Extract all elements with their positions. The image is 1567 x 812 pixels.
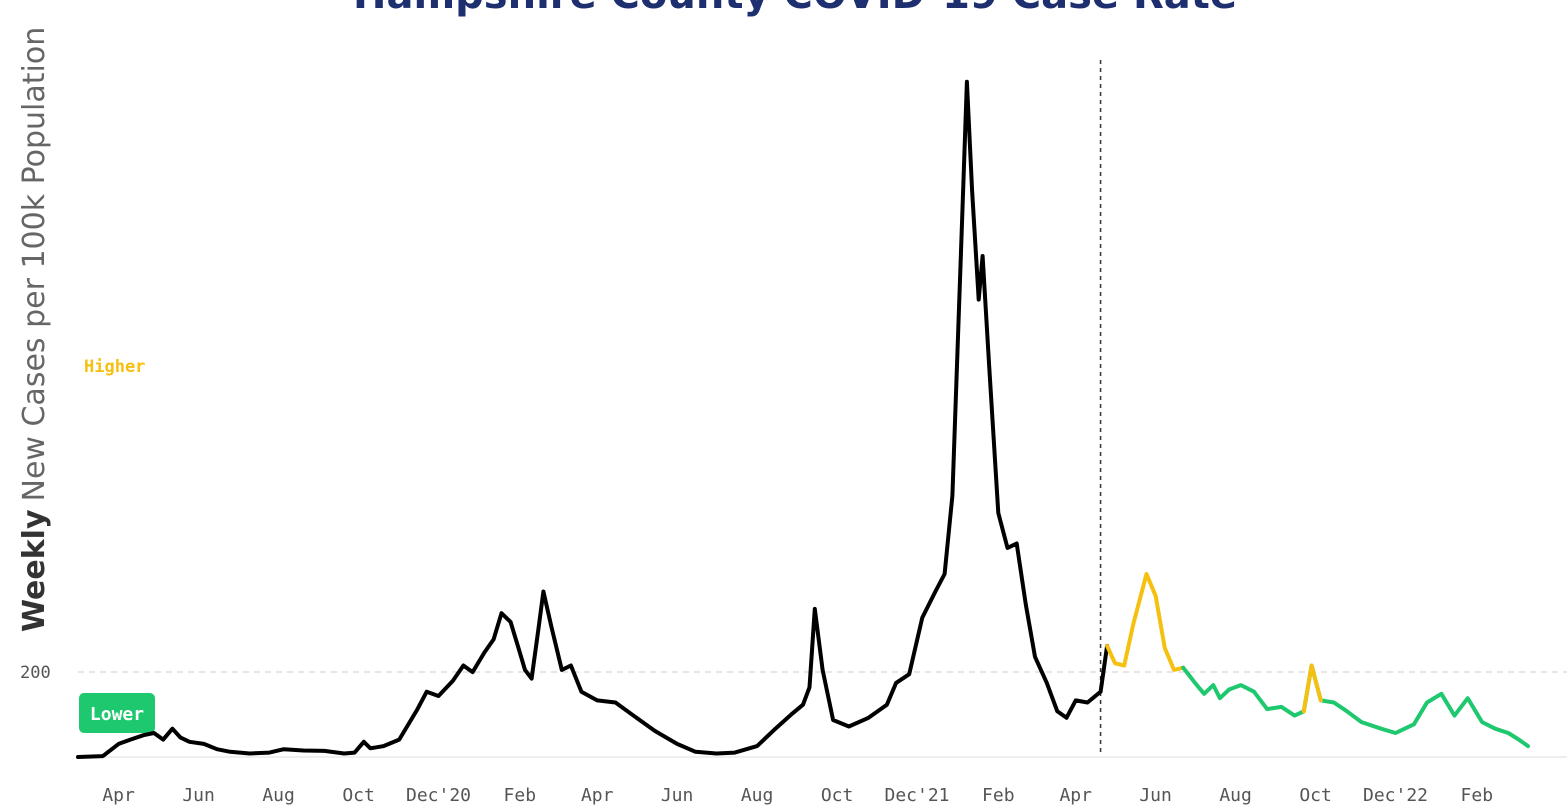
lower-zone-badge: Lower xyxy=(79,693,155,733)
x-tick-label: Apr xyxy=(581,785,614,806)
x-tick-labels: Apr Jun Aug Oct Dec'20 Feb Apr Jun Aug Oct Dec'21 F… xyxy=(102,785,1493,806)
series-history-line xyxy=(76,79,1110,759)
svg-text:WeeklyNew Cases per 100k Popul: Weekly New Cases per 100k Population xyxy=(17,27,52,632)
series-higher-line xyxy=(1105,572,1186,672)
y-tick-label-200: 200 xyxy=(20,663,51,683)
series-higher-spike-line xyxy=(1301,663,1323,714)
x-tick-label: Dec'21 xyxy=(884,785,949,806)
x-tick-label: Aug xyxy=(262,785,295,806)
x-tick-label: Dec'22 xyxy=(1363,785,1428,806)
chart-title: Hampshire County COVID-19 Case Rate xyxy=(353,0,1237,18)
x-tick-label: Aug xyxy=(741,785,774,806)
x-tick-label: Feb xyxy=(1461,785,1494,806)
x-tick-label: Oct xyxy=(821,785,854,806)
y-axis-label-rest: New Cases per 100k Population xyxy=(17,27,52,502)
x-tick-label: Dec'20 xyxy=(406,785,471,806)
x-tick-label: Jun xyxy=(1139,785,1172,806)
x-tick-label: Jun xyxy=(182,785,215,806)
series-layer xyxy=(76,79,1530,759)
x-tick-label: Apr xyxy=(1059,785,1092,806)
y-axis-label: Weekly New Cases per 100k Population xyxy=(17,27,52,632)
lower-zone-label: Lower xyxy=(90,704,144,725)
higher-zone-label: Higher xyxy=(84,357,145,377)
x-tick-label: Aug xyxy=(1219,785,1252,806)
y-axis-label-bold: Weekly xyxy=(17,509,52,632)
x-tick-label: Oct xyxy=(1299,785,1332,806)
x-tick-label: Feb xyxy=(504,785,537,806)
x-tick-label: Jun xyxy=(661,785,694,806)
x-tick-label: Apr xyxy=(102,785,135,806)
x-tick-label: Feb xyxy=(982,785,1015,806)
series-lower-line xyxy=(1181,663,1530,749)
x-tick-label: Oct xyxy=(342,785,375,806)
